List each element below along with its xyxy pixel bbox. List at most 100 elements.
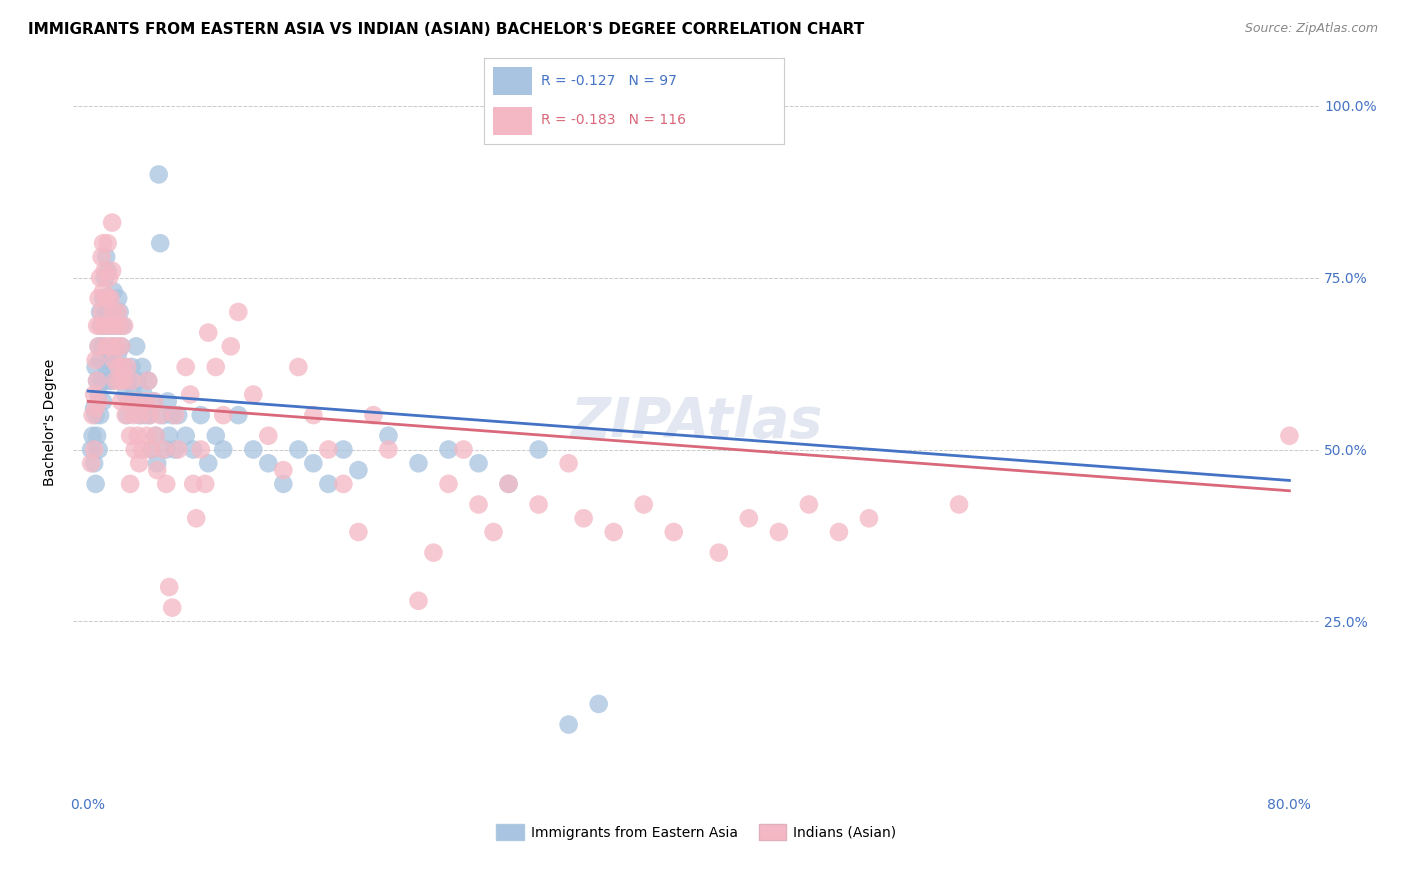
- Point: [86, 374, 108, 388]
- Point: [86, 318, 108, 333]
- Point: [134, 408, 156, 422]
- Point: [557, 456, 579, 470]
- Point: [89, 408, 111, 422]
- Point: [97, 374, 120, 388]
- Point: [212, 442, 235, 457]
- Point: [87, 394, 110, 409]
- Point: [197, 456, 219, 470]
- Point: [128, 408, 150, 422]
- Point: [93, 318, 115, 333]
- Point: [226, 305, 249, 319]
- Point: [91, 285, 114, 299]
- Point: [104, 374, 127, 388]
- Point: [347, 463, 370, 477]
- Point: [155, 442, 177, 457]
- Point: [149, 236, 172, 251]
- Point: [93, 263, 115, 277]
- Point: [97, 236, 120, 251]
- Point: [89, 270, 111, 285]
- Point: [98, 318, 121, 333]
- Point: [98, 270, 121, 285]
- Point: [94, 291, 117, 305]
- Point: [160, 600, 183, 615]
- Point: [165, 442, 187, 457]
- Point: [84, 408, 107, 422]
- Point: [136, 374, 159, 388]
- Point: [107, 305, 129, 319]
- Point: [108, 374, 131, 388]
- Point: [138, 408, 160, 422]
- Point: [437, 442, 460, 457]
- Point: [86, 429, 108, 443]
- Point: [104, 359, 127, 374]
- Point: [190, 408, 212, 422]
- Point: [91, 291, 114, 305]
- Point: [121, 374, 143, 388]
- Point: [97, 318, 120, 333]
- Point: [105, 339, 128, 353]
- Point: [498, 476, 520, 491]
- Point: [107, 346, 129, 360]
- Point: [1278, 429, 1301, 443]
- Point: [179, 387, 201, 401]
- Point: [94, 250, 117, 264]
- Point: [467, 498, 489, 512]
- Point: [94, 305, 117, 319]
- Point: [138, 408, 160, 422]
- Point: [82, 408, 104, 422]
- Point: [93, 374, 115, 388]
- Point: [257, 456, 280, 470]
- Point: [363, 408, 385, 422]
- Point: [136, 374, 159, 388]
- Point: [197, 326, 219, 340]
- Point: [157, 429, 180, 443]
- Point: [110, 339, 132, 353]
- Point: [101, 318, 124, 333]
- Point: [97, 291, 120, 305]
- Text: ZIPAtlas: ZIPAtlas: [569, 395, 823, 449]
- Point: [83, 442, 105, 457]
- Point: [152, 442, 174, 457]
- Point: [318, 476, 340, 491]
- Point: [100, 359, 122, 374]
- Point: [155, 476, 177, 491]
- Point: [124, 442, 146, 457]
- Point: [662, 524, 685, 539]
- Point: [768, 524, 790, 539]
- Point: [86, 374, 108, 388]
- Point: [347, 524, 370, 539]
- Point: [129, 408, 152, 422]
- Point: [498, 476, 520, 491]
- Point: [302, 456, 325, 470]
- Point: [98, 346, 121, 360]
- Point: [219, 339, 242, 353]
- Point: [114, 387, 136, 401]
- Point: [101, 263, 124, 277]
- Point: [287, 359, 309, 374]
- Point: [125, 394, 148, 409]
- Point: [100, 291, 122, 305]
- Point: [143, 394, 166, 409]
- Point: [90, 305, 112, 319]
- Point: [174, 429, 197, 443]
- Point: [127, 374, 149, 388]
- Point: [135, 429, 157, 443]
- Point: [242, 387, 264, 401]
- Point: [87, 339, 110, 353]
- Point: [174, 359, 197, 374]
- Point: [105, 318, 128, 333]
- Point: [112, 374, 135, 388]
- Point: [527, 498, 550, 512]
- Point: [110, 394, 132, 409]
- Point: [132, 387, 155, 401]
- Point: [122, 408, 145, 422]
- Point: [84, 359, 107, 374]
- Point: [83, 456, 105, 470]
- Point: [89, 318, 111, 333]
- Point: [143, 394, 166, 409]
- Point: [422, 546, 444, 560]
- Point: [167, 442, 190, 457]
- Point: [87, 442, 110, 457]
- Point: [212, 408, 235, 422]
- Point: [87, 339, 110, 353]
